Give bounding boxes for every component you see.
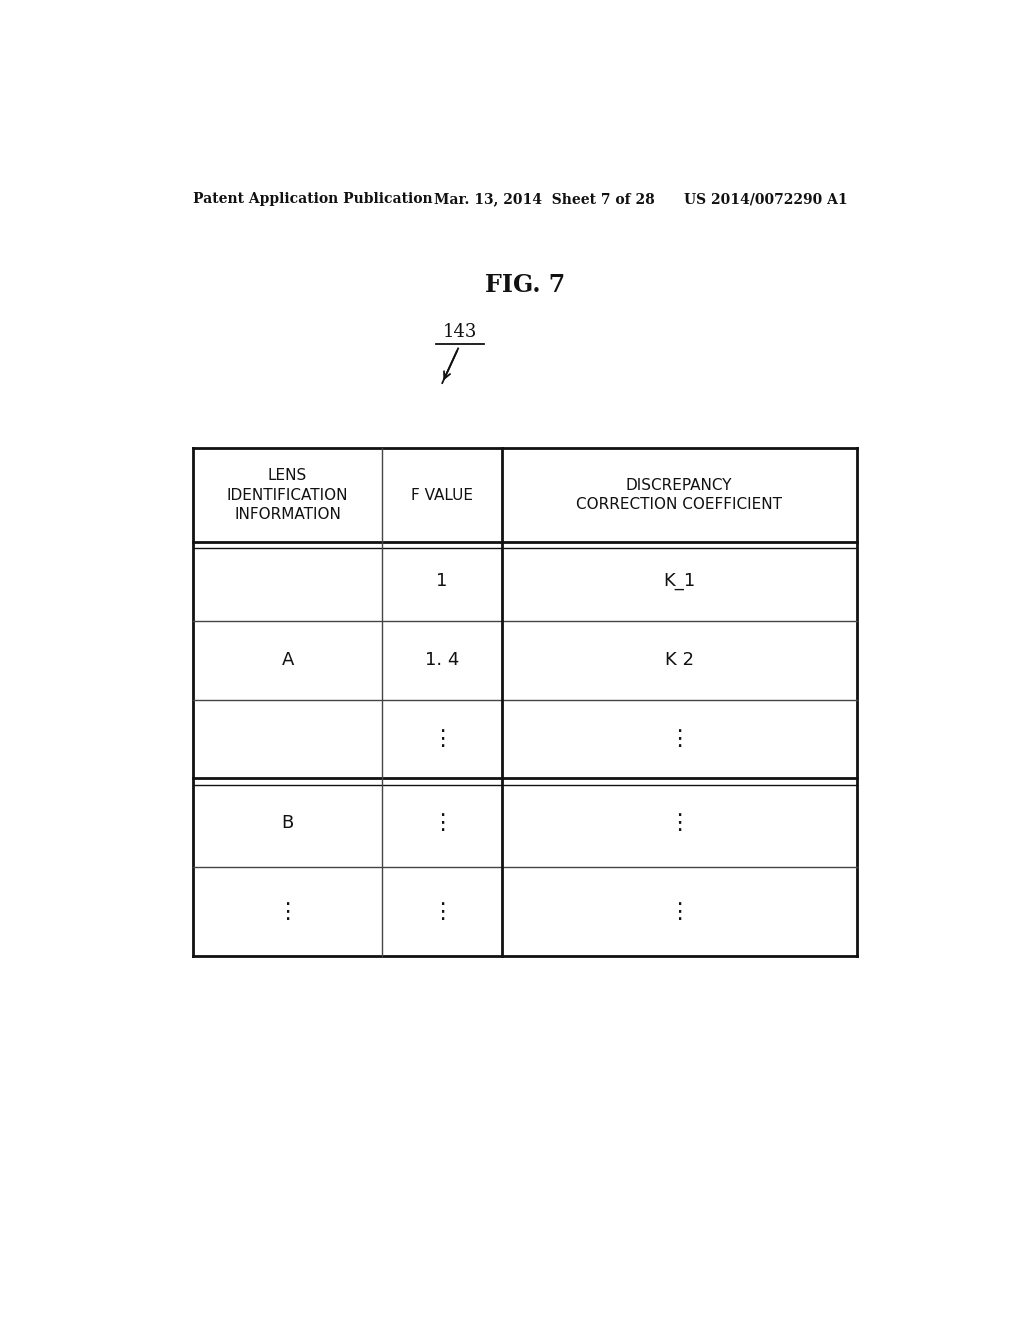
Text: ⋮: ⋮ (431, 729, 453, 748)
Text: K 2: K 2 (665, 651, 693, 669)
Text: Mar. 13, 2014  Sheet 7 of 28: Mar. 13, 2014 Sheet 7 of 28 (433, 191, 654, 206)
Text: ⋮: ⋮ (431, 813, 453, 833)
Text: 1. 4: 1. 4 (425, 651, 459, 669)
Text: A: A (282, 651, 294, 669)
Text: B: B (282, 814, 294, 832)
Text: 143: 143 (442, 323, 477, 342)
Text: ⋮: ⋮ (668, 813, 690, 833)
Text: ⋮: ⋮ (431, 902, 453, 921)
Text: 1: 1 (436, 573, 447, 590)
Text: LENS
IDENTIFICATION
INFORMATION: LENS IDENTIFICATION INFORMATION (227, 467, 348, 523)
Text: ⋮: ⋮ (668, 902, 690, 921)
Text: F VALUE: F VALUE (411, 487, 473, 503)
Text: K_1: K_1 (663, 573, 695, 590)
Text: DISCREPANCY
CORRECTION COEFFICIENT: DISCREPANCY CORRECTION COEFFICIENT (577, 478, 782, 512)
Text: ⋮: ⋮ (276, 902, 299, 921)
Text: FIG. 7: FIG. 7 (484, 273, 565, 297)
Text: Patent Application Publication: Patent Application Publication (194, 191, 433, 206)
Text: US 2014/0072290 A1: US 2014/0072290 A1 (684, 191, 847, 206)
Text: ⋮: ⋮ (668, 729, 690, 748)
